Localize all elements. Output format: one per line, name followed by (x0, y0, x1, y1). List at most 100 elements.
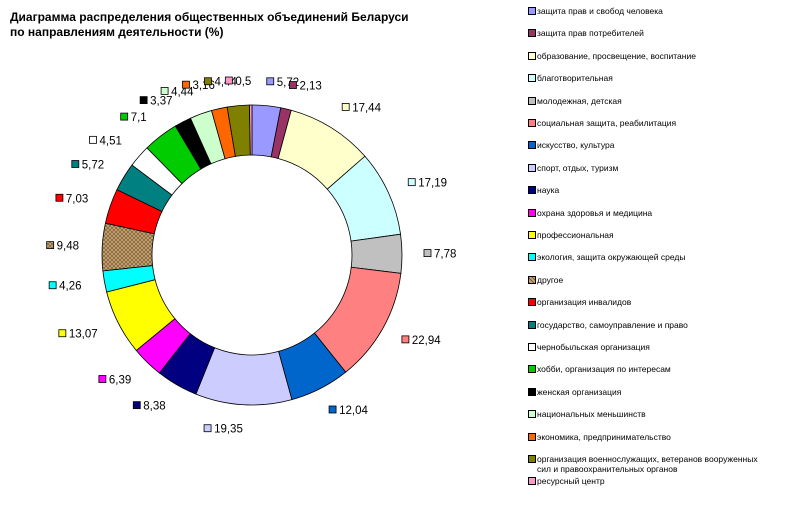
legend-swatch (528, 343, 536, 351)
slice-22 (249, 104, 253, 156)
data-label-22: 0,5 (224, 76, 251, 88)
legend-label: защита прав потребителей (537, 28, 644, 39)
chart-title-line-1: Диаграмма распределения общественных объ… (10, 10, 409, 24)
legend-label: охрана здоровья и медицина (537, 207, 653, 218)
legend-swatch (528, 29, 536, 38)
chart-title-line-2: по направлениям деятельности (%) (10, 25, 224, 39)
data-label-13: 9,48 (46, 241, 79, 253)
data-label-11: 13,07 (58, 329, 98, 341)
data-label-swatch (401, 335, 410, 344)
data-label-text: 4,26 (59, 281, 81, 293)
data-label-6: 22,94 (401, 335, 441, 347)
data-label-text: 17,44 (352, 102, 381, 114)
legend-label: защита прав и свобод человека (537, 6, 663, 16)
legend-label: хобби, организация по интересам (537, 364, 671, 375)
legend-label: образование, просвещение, воспитание (537, 50, 696, 61)
data-label-swatch (203, 424, 212, 433)
legend-label: экология, защита окружающей среды (537, 252, 686, 263)
legend-label: ресурсный центр (537, 476, 605, 487)
doughnut-chart: 5,72 2,13 17,44 17,19 7,78 22,94 12,04 19,35 8,3… (46, 76, 456, 436)
data-label-3: 17,44 (341, 102, 382, 114)
legend-swatch (528, 298, 536, 307)
data-label-swatch (160, 87, 169, 95)
legend-label: экономика, предпринимательство (537, 431, 671, 442)
data-label-swatch (328, 405, 337, 414)
data-label-15: 5,72 (71, 160, 104, 172)
legend-swatch (528, 275, 536, 284)
legend-swatch (528, 208, 536, 217)
data-label-swatch (407, 178, 416, 187)
legend-label: благотворительная (537, 73, 613, 84)
data-label-text: 4,44 (171, 86, 194, 98)
legend-swatch (528, 410, 536, 419)
data-label-text: 12,04 (339, 405, 368, 417)
data-label-swatch (289, 81, 297, 89)
data-label-swatch (341, 103, 350, 111)
legend-swatch (528, 455, 536, 463)
data-label-19: 4,44 (160, 86, 194, 98)
data-label-text: 0,5 (235, 76, 251, 88)
legend-swatch (528, 387, 536, 396)
legend-swatch (528, 477, 536, 486)
legend-label: молодежная, детская (537, 95, 622, 106)
data-label-9: 8,38 (132, 401, 166, 413)
data-label-swatch (204, 77, 212, 86)
legend-swatch (528, 253, 536, 262)
data-label-swatch (71, 160, 80, 168)
data-label-text: 22,94 (412, 335, 441, 347)
data-label-swatch (89, 135, 97, 144)
legend-swatch (528, 51, 536, 60)
data-label-text: 19,35 (214, 424, 243, 436)
legend-swatch (528, 119, 536, 127)
legend-label: профессиональная (537, 230, 614, 240)
legend-label: национальных меньшинств (537, 409, 646, 420)
legend-swatch (528, 163, 536, 172)
legend-swatch (528, 231, 536, 239)
chart-title: Диаграмма распределения общественных объ… (10, 10, 490, 40)
data-label-17: 7,1 (120, 112, 147, 124)
legend-label: организация инвалидов (537, 297, 632, 308)
data-label-text: 3,37 (150, 96, 172, 108)
data-label-text: 7,03 (66, 193, 88, 205)
data-label-swatch (139, 96, 148, 105)
data-label-swatch (266, 77, 275, 86)
data-label-text: 4,51 (100, 135, 122, 147)
legend-label: спорт, отдых, туризм (537, 162, 619, 173)
data-label-4: 17,19 (407, 178, 447, 190)
data-label-swatch (55, 193, 64, 202)
data-label-text: 2,13 (299, 81, 321, 93)
data-label-swatch (46, 241, 55, 250)
legend-swatch (528, 432, 536, 441)
data-label-18: 3,37 (139, 96, 173, 108)
data-label-16: 4,51 (89, 135, 122, 147)
legend-swatch (528, 141, 536, 150)
data-label-text: 9,48 (57, 241, 79, 253)
data-label-text: 8,38 (143, 401, 165, 413)
data-label-5: 7,78 (423, 249, 456, 261)
legend-label: искусство, культура (537, 140, 615, 151)
data-label-text: 13,07 (69, 329, 98, 341)
legend-swatch (528, 320, 536, 329)
data-labels: 5,72 2,13 17,44 17,19 7,78 22,94 12,04 19,35 8,3… (46, 76, 456, 436)
data-label-7: 12,04 (328, 405, 368, 417)
data-label-text: 5,72 (82, 160, 104, 172)
legend-swatch (528, 96, 536, 105)
data-label-text: 7,78 (434, 249, 456, 261)
data-label-swatch (423, 249, 432, 257)
data-label-swatch (58, 329, 67, 338)
data-label-2: 2,13 (289, 81, 322, 93)
legend: защита прав и свобод человека защита прав… (522, 6, 804, 506)
data-label-swatch (132, 401, 141, 410)
data-label-swatch (120, 112, 129, 121)
legend-label: чернобыльская организация (537, 342, 650, 352)
legend-label: женская организация (537, 386, 622, 397)
data-label-swatch (98, 375, 107, 383)
data-label-swatch (182, 80, 190, 89)
data-label-text: 6,39 (109, 375, 131, 387)
data-label-text: 17,19 (418, 178, 447, 190)
legend-swatch (528, 74, 536, 83)
legend-swatch (528, 7, 536, 15)
legend-swatch (528, 365, 536, 374)
slice-5 (350, 233, 403, 274)
data-label-10: 6,39 (98, 375, 131, 387)
